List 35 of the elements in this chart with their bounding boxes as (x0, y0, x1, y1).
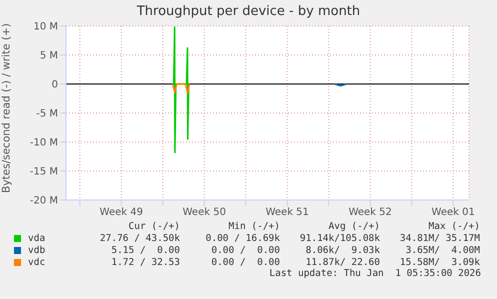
text: 27.76 / 43.50k (98, 232, 180, 244)
x-tick-label: Week 52 (348, 207, 392, 218)
y-tick-label: -20 M (30, 196, 58, 207)
text: Max (-/+) (428, 221, 480, 232)
text: 5.15 / 0.00 (110, 244, 180, 256)
text: 1.72 / 32.53 (110, 256, 180, 268)
text: 15.58M/ 3.09k (398, 256, 480, 268)
legend-label: vdc (28, 256, 46, 268)
x-tick-label: Week 01 (432, 207, 475, 218)
x-tick-label: Week 51 (266, 207, 309, 218)
text: 91.14k/105.08k (298, 232, 380, 244)
text: 0.00 / 16.69k (204, 232, 280, 244)
y-tick-label: -5 M (36, 108, 58, 120)
text: 11.87k/ 22.60 (304, 256, 380, 268)
text: 8.06k/ 9.03k (304, 244, 380, 256)
text: 34.81M/ 35.17M (398, 232, 480, 244)
legend-label: vda (28, 232, 46, 244)
y-axis-title: Bytes/second read (-) / write (+) (0, 23, 13, 193)
line-series (172, 26, 190, 154)
y-tick-label: 0 (52, 80, 58, 91)
x-tick-label: Week 50 (182, 207, 226, 218)
y-tick-label: 10 M (33, 22, 58, 33)
legend-label: vdb (28, 244, 46, 256)
text: Avg (-/+) (328, 221, 380, 232)
text: Last update: Thu Jan 1 05:35:00 2026 (268, 268, 482, 279)
y-tick-label: -15 M (30, 166, 58, 178)
text: 0.00 / 0.00 (210, 244, 280, 256)
y-tick-label: -10 M (30, 138, 58, 149)
x-tick-label: Week 49 (100, 207, 143, 218)
y-tick-label: 5 M (40, 50, 58, 62)
text: Cur (-/+) (128, 221, 180, 232)
chart-title: Throughput per device - by month (136, 3, 362, 20)
text: Min (-/+) (228, 221, 280, 232)
text: 0.00 / 0.00 (210, 256, 280, 268)
text: 3.65M/ 4.00M (404, 244, 480, 256)
